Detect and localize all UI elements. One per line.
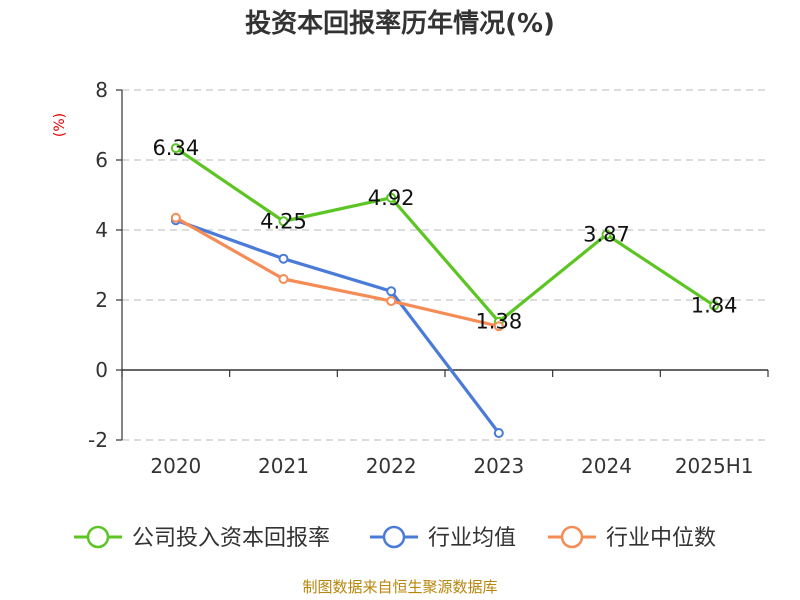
series-line-3 <box>175 216 500 328</box>
y-tick-label: -2 <box>88 428 108 452</box>
legend-label: 行业中位数 <box>606 526 716 551</box>
data-point <box>278 274 289 284</box>
y-tick-label: 2 <box>95 288 108 312</box>
series-line-2 <box>175 218 501 434</box>
x-tick-label: 2022 <box>366 454 417 478</box>
data-label: 6.34 <box>152 136 199 160</box>
y-tick-labels: -2 0 2 4 6 8 <box>88 78 108 452</box>
y-tick-label: 0 <box>95 358 108 382</box>
data-label: 3.87 <box>583 223 630 247</box>
legend: 公司投入资本回报率 行业均值 行业中位数 <box>74 525 716 551</box>
data-label: 1.84 <box>691 294 738 318</box>
x-tick-label: 2023 <box>473 454 524 478</box>
legend-marker <box>86 525 110 549</box>
x-tick-label: 2020 <box>150 454 201 478</box>
data-point <box>386 296 397 307</box>
legend-marker <box>382 525 406 549</box>
data-point <box>601 229 612 240</box>
series-lines <box>170 143 720 438</box>
data-point <box>709 300 720 311</box>
data-point <box>493 428 504 438</box>
x-tick-label: 2024 <box>581 454 632 478</box>
y-tick-label: 4 <box>95 218 108 242</box>
legend-label: 公司投入资本回报率 <box>132 526 330 551</box>
data-label: 1.38 <box>475 310 522 334</box>
data-label: 4.25 <box>260 209 307 233</box>
y-axis-unit: (%) <box>52 113 68 137</box>
data-label: 4.92 <box>368 186 415 210</box>
data-point <box>170 143 181 154</box>
x-tick-label: 2025H1 <box>675 454 754 478</box>
y-tick-label: 6 <box>95 148 108 172</box>
chart-title: 投资本回报率历年情况(%) <box>245 8 555 39</box>
legend-label: 行业均值 <box>428 526 516 551</box>
data-point <box>493 321 504 332</box>
data-point <box>386 192 397 203</box>
x-tick-labels: 2020 2021 2022 2023 2024 2025H1 <box>150 454 753 478</box>
data-labels: 6.34 4.25 4.92 1.38 3.87 1.84 <box>152 136 737 334</box>
legend-marker <box>560 525 584 549</box>
series-line-1 <box>174 146 716 324</box>
axes <box>116 89 769 441</box>
data-point <box>170 212 181 223</box>
grid-lines <box>122 89 768 441</box>
data-point <box>278 216 289 227</box>
y-tick-label: 8 <box>95 78 108 102</box>
source-note: 制图数据来自恒生聚源数据库 <box>302 578 497 596</box>
data-point <box>278 253 289 264</box>
x-tick-label: 2021 <box>258 454 309 478</box>
data-point <box>386 286 397 297</box>
